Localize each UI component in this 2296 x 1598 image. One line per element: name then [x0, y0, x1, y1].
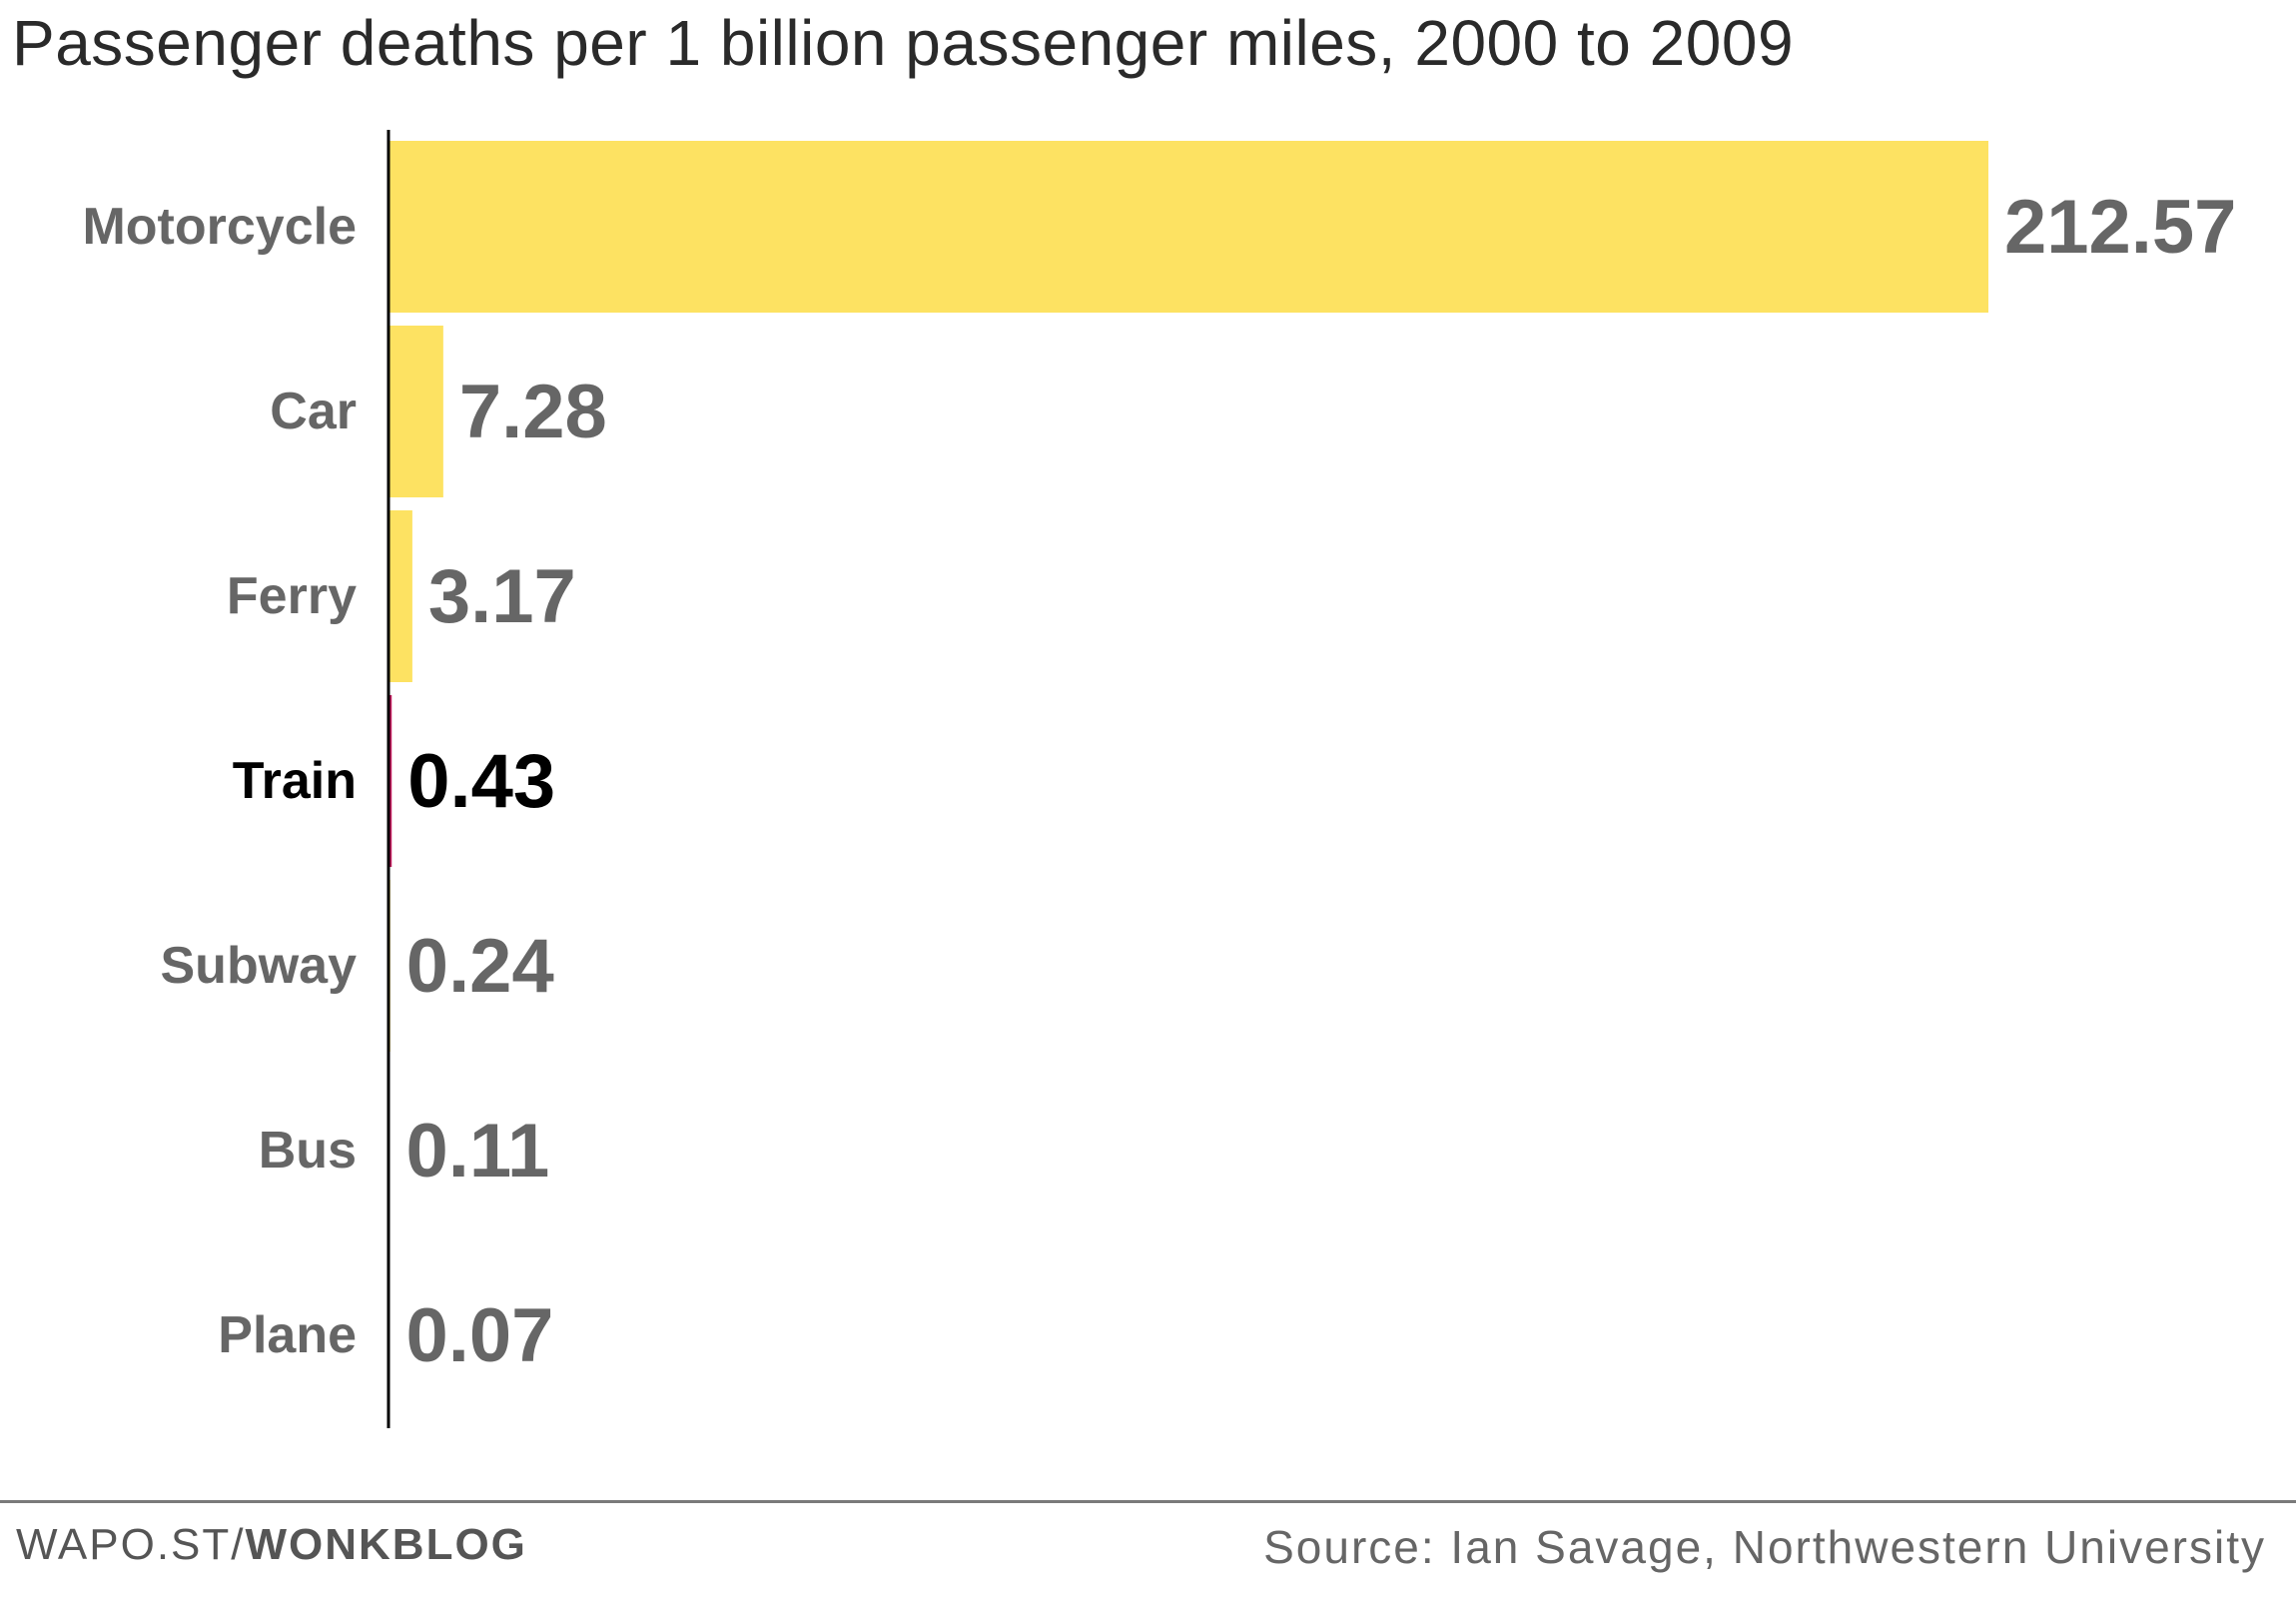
bar-chart: Motorcycle 212.57 Car 7.28 Ferry 3.17 Train 0.4… — [82, 130, 2236, 1428]
value-label-motorcycle: 212.57 — [2004, 185, 2236, 270]
category-label-car: Car — [270, 383, 357, 440]
footer-credit: WAPO.ST/WONKBLOG — [16, 1520, 527, 1570]
category-label-plane: Plane — [218, 1306, 357, 1364]
category-label-motorcycle: Motorcycle — [82, 198, 357, 256]
category-label-bus: Bus — [259, 1122, 357, 1180]
category-label-ferry: Ferry — [227, 567, 357, 625]
bar-car — [388, 326, 443, 497]
bar-ferry — [388, 510, 412, 682]
value-label-ferry: 3.17 — [428, 554, 576, 639]
credit-brand: WONKBLOG — [245, 1520, 527, 1569]
category-label-subway: Subway — [161, 937, 358, 995]
value-label-plane: 0.07 — [406, 1293, 554, 1378]
value-label-train: 0.43 — [407, 739, 555, 824]
value-label-bus: 0.11 — [406, 1109, 550, 1194]
bar-motorcycle — [388, 141, 1988, 313]
value-label-car: 7.28 — [459, 370, 607, 454]
chart-title: Passenger deaths per 1 billion passenger… — [12, 7, 1795, 79]
category-label-train: Train — [233, 752, 357, 810]
bar-train — [388, 695, 392, 867]
value-label-subway: 0.24 — [406, 924, 554, 1009]
footer-divider — [0, 1500, 2296, 1503]
credit-prefix: WAPO.ST/ — [16, 1520, 246, 1569]
source-note: Source: Ian Savage, Northwestern Univers… — [1263, 1521, 2266, 1573]
